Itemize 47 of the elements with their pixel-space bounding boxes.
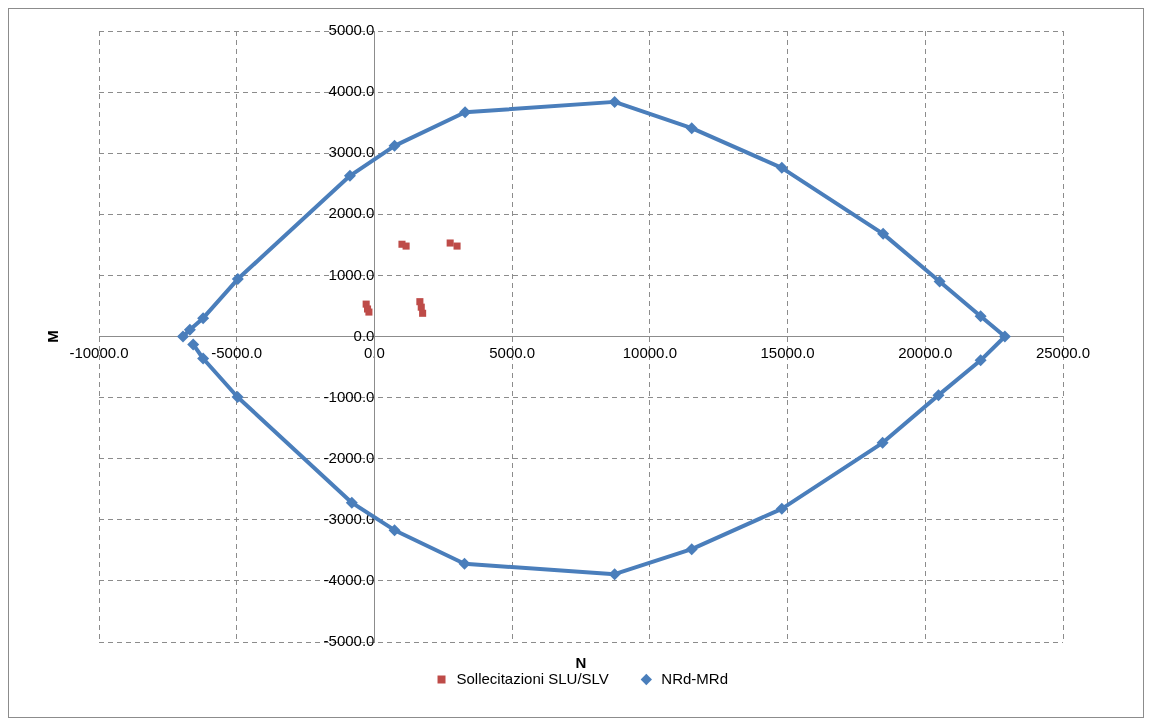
y-tick-label: 1000.0 xyxy=(328,265,375,283)
x-tick-label: -10000.0 xyxy=(69,343,129,361)
point xyxy=(685,543,698,556)
point xyxy=(177,330,190,343)
point xyxy=(402,242,410,250)
y-tick-label: -1000.0 xyxy=(323,387,375,405)
y-tick-label: -2000.0 xyxy=(323,448,375,466)
point xyxy=(197,352,210,365)
point xyxy=(343,169,356,182)
point xyxy=(974,354,987,367)
y-tick-label: 0.0 xyxy=(353,326,375,344)
y-tick-label: 4000.0 xyxy=(328,82,375,100)
point xyxy=(388,139,401,152)
point xyxy=(453,242,461,250)
x-tick-label: -5000.0 xyxy=(211,343,263,361)
y-tick-label: 5000.0 xyxy=(328,21,375,39)
x-tick-label: 15000.0 xyxy=(760,343,815,361)
x-axis-title: N xyxy=(575,654,587,672)
x-tick-label: 10000.0 xyxy=(622,343,677,361)
point xyxy=(876,436,889,449)
point xyxy=(775,502,788,515)
point xyxy=(974,310,987,323)
y-tick-label: -4000.0 xyxy=(323,571,375,589)
point xyxy=(231,273,244,286)
legend-label: Sollecitazioni SLU/SLV xyxy=(456,669,609,687)
point xyxy=(685,122,698,135)
x-tick-label: 5000.0 xyxy=(489,343,536,361)
point xyxy=(998,330,1011,343)
point xyxy=(345,496,358,509)
y-tick-label: -5000.0 xyxy=(323,632,375,650)
point xyxy=(419,309,427,317)
point xyxy=(877,227,890,240)
y-axis-title: M xyxy=(44,330,62,343)
y-tick-label: 2000.0 xyxy=(328,204,375,222)
point xyxy=(933,275,946,288)
point xyxy=(197,312,210,325)
point xyxy=(187,338,200,351)
point xyxy=(183,323,196,336)
x-tick-label: 20000.0 xyxy=(898,343,953,361)
point xyxy=(775,161,788,174)
legend-label: NRd-MRd xyxy=(661,669,728,687)
point xyxy=(446,239,454,247)
y-tick-label: 3000.0 xyxy=(328,143,375,161)
x-tick-label: 25000.0 xyxy=(1035,343,1091,361)
point xyxy=(388,524,401,537)
point xyxy=(231,390,244,403)
point xyxy=(932,389,945,402)
